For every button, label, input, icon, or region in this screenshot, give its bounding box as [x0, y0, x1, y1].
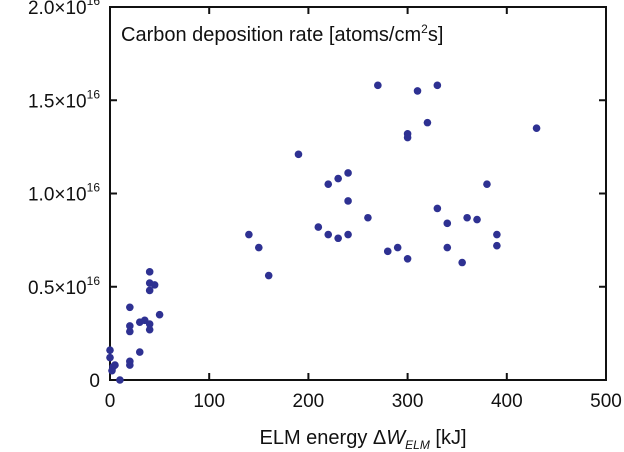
- data-point: [483, 180, 491, 188]
- x-axis-title-delta: Δ: [373, 427, 386, 449]
- data-point: [126, 303, 134, 312]
- data-point: [324, 180, 333, 188]
- data-point: [145, 286, 154, 295]
- data-point: [126, 322, 134, 330]
- x-tick-label: 0: [105, 391, 116, 412]
- y-tick-mantissa: 1.0×10: [28, 185, 87, 206]
- x-tick-label: 400: [491, 391, 523, 412]
- data-point: [245, 230, 253, 239]
- x-tick-label: 300: [392, 391, 424, 412]
- x-tick-label: 100: [193, 391, 225, 412]
- data-point: [423, 118, 432, 127]
- data-point: [106, 346, 114, 354]
- data-point: [374, 81, 382, 90]
- data-point: [344, 197, 352, 205]
- y-tick-label: 1.5×1016: [28, 87, 100, 112]
- chart-title-sup: 2: [421, 22, 428, 36]
- data-point: [493, 241, 501, 250]
- data-point: [334, 174, 342, 183]
- data-point: [314, 223, 323, 231]
- data-point: [383, 247, 392, 256]
- y-tick-mantissa: 0.5×10: [28, 278, 87, 299]
- data-point: [334, 234, 342, 243]
- x-tick-label: 500: [590, 391, 622, 412]
- data-point: [364, 213, 372, 222]
- y-tick-label: 0: [89, 371, 100, 392]
- data-point: [443, 243, 452, 252]
- data-point: [254, 243, 263, 252]
- y-tick-exponent: 16: [87, 87, 101, 101]
- chart-title-tail: s]: [428, 24, 444, 46]
- y-tick-label: 0.5×1016: [28, 274, 100, 299]
- data-point: [155, 310, 164, 319]
- data-point: [403, 254, 412, 263]
- data-point: [111, 361, 119, 369]
- data-point: [126, 327, 134, 336]
- y-tick-exponent: 16: [87, 0, 101, 8]
- plot-frame: [109, 6, 607, 381]
- data-point: [433, 204, 442, 213]
- y-tick-exponent: 16: [87, 274, 101, 288]
- data-point: [264, 271, 273, 280]
- y-tick-mantissa: 0: [89, 371, 100, 392]
- x-tick-label: 200: [293, 391, 325, 412]
- data-point: [145, 325, 154, 334]
- y-tick-label: 1.0×1016: [28, 181, 100, 206]
- chart-title: Carbon deposition rate [atoms/cm2s]: [121, 22, 443, 46]
- data-point: [324, 230, 333, 239]
- data-point: [294, 150, 303, 159]
- data-point: [433, 81, 442, 90]
- data-points: [106, 81, 541, 384]
- data-point: [344, 230, 352, 239]
- x-axis-title: ELM energy ΔWELM [kJ]: [260, 427, 467, 452]
- x-axis-title-tail: [kJ]: [430, 427, 467, 449]
- data-point: [145, 268, 154, 276]
- data-point: [493, 230, 501, 239]
- data-point: [135, 348, 144, 356]
- data-point: [145, 320, 154, 328]
- data-point: [458, 258, 466, 267]
- y-tick-exponent: 16: [87, 181, 101, 195]
- data-point: [473, 215, 481, 224]
- y-tick-label: 2.0×1016: [28, 0, 100, 19]
- x-axis-title-sub: ELM: [405, 438, 430, 452]
- data-point: [443, 219, 452, 228]
- chart-title-main: Carbon deposition rate [atoms/cm: [121, 24, 421, 46]
- data-point: [403, 133, 412, 142]
- data-point: [463, 213, 471, 222]
- data-point: [150, 281, 159, 289]
- data-point: [344, 169, 352, 177]
- data-point: [532, 124, 541, 133]
- data-point: [116, 376, 124, 384]
- data-point: [126, 361, 134, 369]
- y-tick-mantissa: 1.5×10: [28, 91, 87, 112]
- data-point: [393, 243, 402, 252]
- x-axis-title-var: W: [386, 427, 407, 449]
- y-tick-mantissa: 2.0×10: [28, 0, 87, 19]
- x-axis: 0 100 200 300 400 500: [105, 7, 622, 412]
- data-point: [413, 87, 422, 95]
- x-axis-title-main: ELM energy: [260, 427, 373, 449]
- data-point: [106, 353, 114, 362]
